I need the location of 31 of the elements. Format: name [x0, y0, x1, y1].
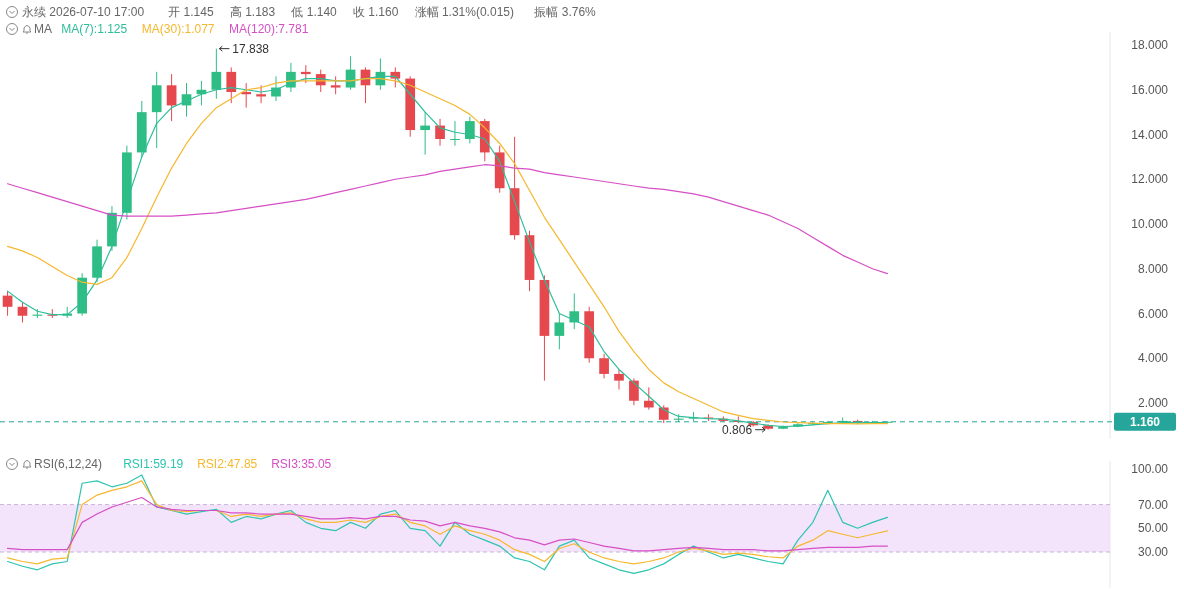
text: 开 1.145 — [168, 5, 214, 19]
y-tick-label: 16.000 — [1131, 82, 1169, 97]
text: 涨幅 1.31%(0.015) — [414, 5, 514, 19]
text: 振幅 3.76% — [534, 5, 597, 19]
y-tick-label: 12.000 — [1131, 172, 1169, 187]
text: 低 1.140 — [291, 5, 338, 19]
y-tick-label: 14.000 — [1131, 127, 1169, 142]
ref-line-label: 1.160 — [1129, 414, 1161, 429]
y-tick-label: 6.000 — [1137, 306, 1169, 321]
y-tick-label: 8.000 — [1137, 261, 1169, 276]
chart-title: RSI(6,12,24) — [34, 457, 103, 471]
chart-subtitle: MA — [34, 22, 52, 36]
text: RSI2:47.85 — [197, 457, 258, 471]
y-tick-label: 70.00 — [1137, 497, 1169, 512]
annotation: 0.806 — [722, 422, 753, 437]
y-tick-label: 100.00 — [1131, 462, 1169, 476]
y-tick-label: 10.000 — [1131, 217, 1169, 232]
text: 收 1.160 — [353, 5, 399, 19]
text: MA(30):1.077 — [141, 22, 215, 36]
y-tick-label: 2.000 — [1137, 396, 1169, 410]
y-tick-label: 50.00 — [1137, 521, 1169, 536]
y-tick-label: 30.00 — [1137, 545, 1169, 560]
text: MA(7):1.125 — [61, 22, 128, 36]
y-tick-label: 4.000 — [1137, 351, 1169, 366]
text: 高 1.183 — [229, 5, 276, 19]
y-tick-label: 18.000 — [1131, 38, 1169, 53]
series-label: RSI1:59.19 — [123, 457, 184, 471]
annotation: 17.838 — [232, 41, 270, 56]
text: RSI3:35.05 — [271, 457, 332, 471]
chart-title: 永续 2026-07-10 17:00 — [22, 5, 145, 19]
text: MA(120):7.781 — [229, 22, 309, 36]
